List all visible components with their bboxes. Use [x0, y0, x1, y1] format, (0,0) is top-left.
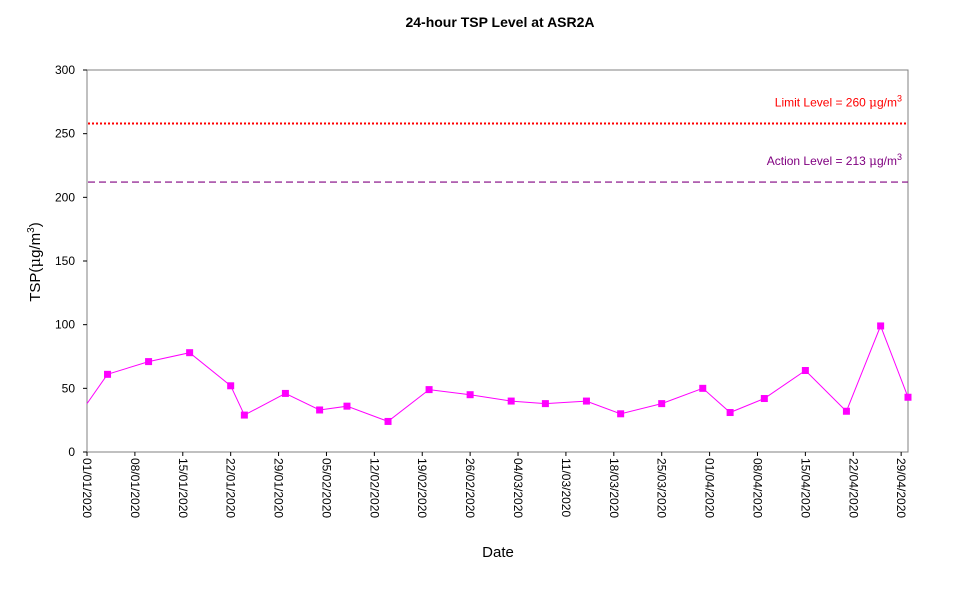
y-tick-label: 50: [62, 381, 76, 395]
series-line: [86, 324, 909, 422]
x-axis-title: Date: [482, 544, 514, 561]
x-tick-label: 29/01/2020: [272, 458, 286, 518]
x-tick-label: 04/03/2020: [511, 458, 525, 518]
data-point-marker: [316, 406, 324, 414]
x-tick-label: 08/04/2020: [750, 458, 764, 518]
data-point-marker: [541, 400, 549, 408]
data-point-marker: [227, 382, 235, 390]
x-tick-label: 22/04/2020: [846, 458, 860, 518]
data-point-marker: [617, 410, 625, 418]
y-tick-label: 0: [68, 445, 75, 459]
plot-area: [86, 69, 909, 453]
y-tick-label: 300: [55, 63, 75, 77]
x-tick-label: 11/03/2020: [559, 458, 573, 517]
y-tick-label: 100: [55, 318, 75, 332]
data-point-marker: [507, 397, 515, 405]
data-point-marker: [877, 322, 885, 330]
x-tick-label: 15/04/2020: [798, 458, 812, 518]
data-point-marker: [726, 409, 734, 417]
data-point-marker: [104, 370, 112, 378]
x-tick-label: 15/01/2020: [176, 458, 190, 518]
data-point-marker: [240, 411, 248, 419]
data-point-marker: [904, 393, 912, 401]
reference-lines: Limit Level = 260 μg/m3 Action Level = 21…: [88, 93, 908, 183]
x-tick-label: 22/01/2020: [224, 458, 238, 518]
data-point-marker: [384, 417, 392, 425]
y-axis-title-unit: g/m: [27, 233, 44, 258]
data-point-marker: [582, 397, 590, 405]
x-tick-label: 01/04/2020: [703, 458, 717, 518]
data-point-marker: [801, 367, 809, 375]
y-axis-title-mu: μ: [26, 258, 44, 268]
x-tick-label: 01/01/2020: [80, 458, 94, 518]
y-axis: 0 50 100 150 200 250 300: [55, 63, 87, 459]
y-tick-label: 200: [55, 190, 75, 204]
x-tick-label: 08/01/2020: [128, 458, 142, 518]
x-tick-label: 26/02/2020: [463, 458, 477, 518]
y-tick-label: 150: [55, 254, 75, 268]
data-point-marker: [186, 349, 194, 357]
x-tick-label: 29/04/2020: [894, 458, 908, 518]
x-axis: 01/01/2020 08/01/2020 15/01/2020 22/01/2020…: [80, 452, 908, 518]
data-point-marker: [281, 389, 289, 397]
data-point-marker: [760, 395, 768, 403]
data-point-marker: [842, 407, 850, 415]
x-tick-label: 19/02/2020: [415, 458, 429, 518]
y-axis-title-sup: 3: [26, 227, 37, 233]
data-point-marker: [699, 384, 707, 392]
data-point-marker: [425, 386, 433, 394]
y-axis-title-base: TSP(: [27, 268, 44, 302]
x-tick-label: 18/03/2020: [607, 458, 621, 518]
reference-line-label: Action Level = 213 μg/m3: [767, 152, 902, 168]
x-tick-label: 05/02/2020: [319, 458, 333, 518]
y-tick-label: 250: [55, 127, 75, 141]
data-point-marker: [343, 402, 351, 410]
x-tick-label: 25/03/2020: [655, 458, 669, 518]
y-axis-title: TSP(μg/m3): [26, 222, 44, 302]
data-point-marker: [658, 400, 666, 408]
data-point-marker: [145, 358, 153, 366]
y-axis-title-close: ): [27, 222, 44, 227]
chart-title: 24-hour TSP Level at ASR2A: [405, 14, 594, 30]
data-point-marker: [466, 391, 474, 399]
series-layer: [86, 322, 912, 425]
reference-line-label: Limit Level = 260 μg/m3: [775, 93, 902, 109]
x-tick-label: 12/02/2020: [367, 458, 381, 518]
